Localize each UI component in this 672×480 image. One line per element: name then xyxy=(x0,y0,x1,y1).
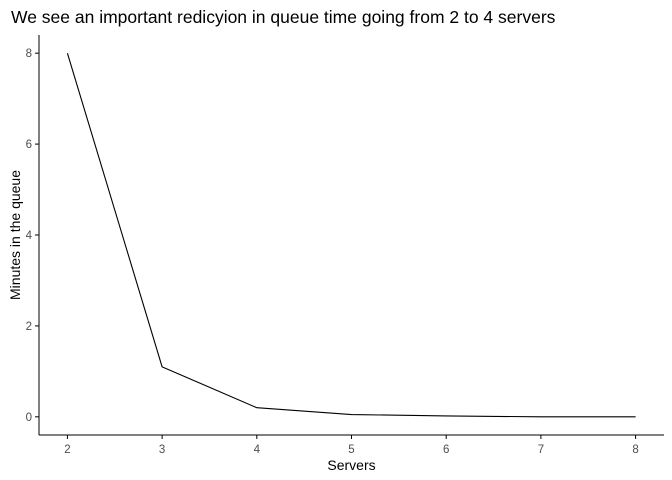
x-tick-label: 7 xyxy=(538,444,544,456)
y-axis-ticks: 0 2 4 6 8 xyxy=(26,48,39,424)
y-axis-title: Minutes in the queue xyxy=(7,170,23,300)
y-tick-label: 4 xyxy=(26,230,33,242)
y-tick-label: 0 xyxy=(26,412,32,424)
y-tick-label: 8 xyxy=(26,48,32,60)
y-tick-label: 6 xyxy=(26,139,32,151)
x-axis-ticks: 2 3 4 5 6 7 8 xyxy=(64,435,639,456)
x-tick-label: 4 xyxy=(254,444,261,456)
chart-title: We see an important redicyion in queue t… xyxy=(11,7,556,27)
series-line xyxy=(66,53,636,418)
x-tick-label: 8 xyxy=(632,444,638,456)
x-axis-title: Servers xyxy=(327,457,375,473)
x-tick-label: 6 xyxy=(443,444,449,456)
y-tick-label: 2 xyxy=(26,321,32,333)
x-tick-label: 3 xyxy=(159,444,165,456)
x-tick-label: 2 xyxy=(64,444,70,456)
x-tick-label: 5 xyxy=(348,444,354,456)
